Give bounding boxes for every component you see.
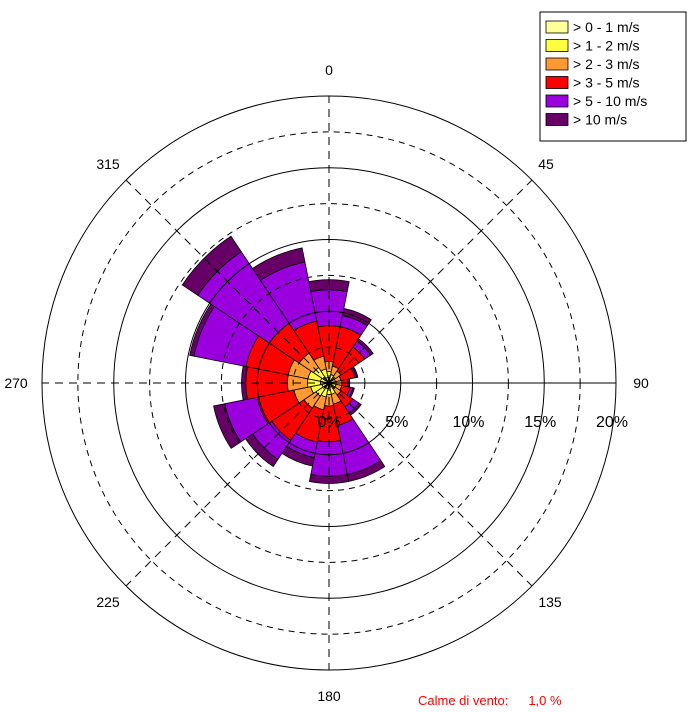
ring-labels: 0% 5% 10% 15% 20% (317, 414, 628, 431)
legend-swatch (545, 76, 569, 89)
grid-spoke (125, 179, 330, 384)
direction-label: 45 (538, 156, 554, 172)
legend-label: > 10 m/s (573, 112, 627, 128)
direction-label: 225 (96, 594, 120, 610)
rose-sector (181, 235, 242, 296)
direction-labels: 0 45 90 135 180 225 270 315 (4, 62, 649, 704)
rose-sector (308, 474, 350, 484)
legend-label: > 5 - 10 m/s (573, 93, 647, 109)
legend-label: > 2 - 3 m/s (573, 56, 640, 72)
rose-sector (351, 366, 359, 379)
ring-label: 20% (596, 414, 628, 431)
grid-spoke (328, 179, 533, 384)
direction-label: 0 (325, 62, 333, 78)
legend-swatch (545, 113, 569, 126)
calm-note: Calme di vento: 1,0 % (418, 693, 582, 708)
rose-sector (213, 403, 242, 449)
polar-grid-spokes (42, 96, 616, 670)
direction-label: 90 (633, 375, 649, 391)
legend-swatch (545, 94, 569, 108)
rose-sector (308, 279, 350, 292)
calm-label: Calme di vento: (418, 693, 509, 708)
rose-sectors (181, 235, 386, 484)
direction-label: 135 (538, 594, 562, 610)
legend-label: > 0 - 1 m/s (573, 19, 640, 35)
legend-label: > 1 - 2 m/s (573, 38, 640, 54)
ring-label: 10% (452, 414, 484, 431)
direction-label: 315 (96, 156, 120, 172)
ring-label: 15% (524, 414, 556, 431)
rose-sector (356, 338, 374, 356)
legend-swatch (545, 57, 569, 71)
grid-spoke (328, 382, 533, 587)
legend: > 0 - 1 m/s > 1 - 2 m/s > 2 - 3 m/s > 3 - 5… (539, 11, 687, 142)
legend-swatch (545, 20, 569, 34)
ring-label: 5% (385, 414, 408, 431)
direction-label: 270 (4, 375, 28, 391)
direction-label: 180 (317, 688, 341, 704)
legend-swatch (545, 39, 569, 52)
grid-spoke (125, 382, 330, 587)
rose-sector (251, 247, 306, 281)
legend-label: > 3 - 5 m/s (573, 75, 640, 91)
calm-value: 1,0 % (528, 693, 562, 708)
ring-label: 0% (317, 414, 340, 431)
